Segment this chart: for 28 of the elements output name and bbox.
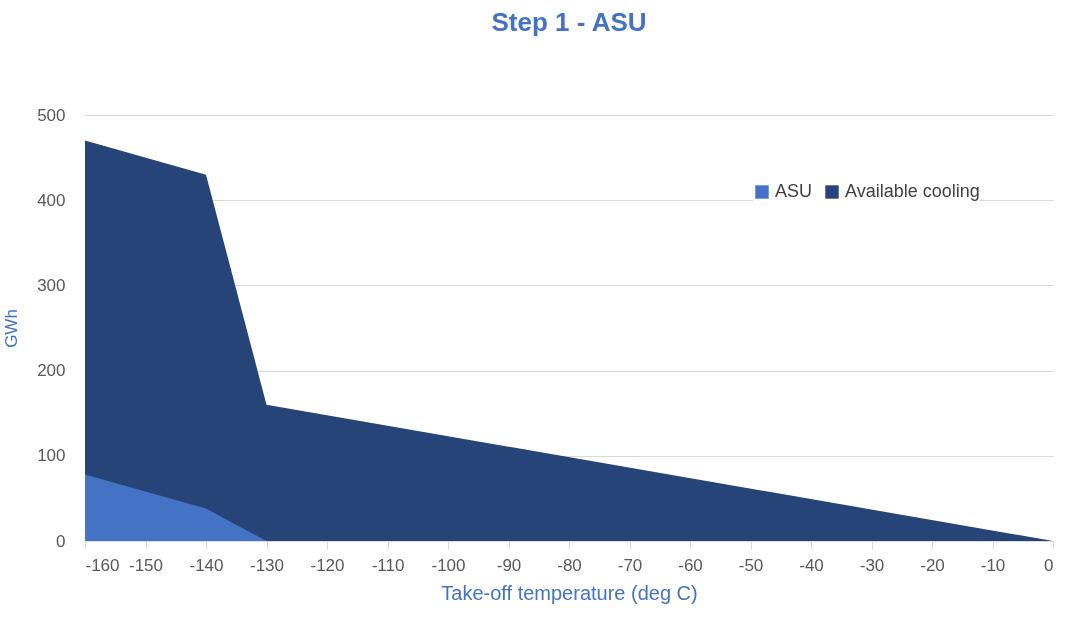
- x-tick-label: -30: [859, 555, 885, 575]
- y-tick-label: 100: [37, 446, 66, 466]
- x-tick-label: -110: [371, 555, 405, 575]
- x-tick-label: -10: [980, 555, 1006, 575]
- x-tick-label: -40: [799, 555, 824, 575]
- legend-label: Available cooling: [845, 181, 980, 201]
- y-axis-title: GWh: [2, 309, 22, 348]
- x-tick-label: 0: [1044, 555, 1054, 575]
- x-tick-label: -100: [431, 555, 466, 575]
- y-tick-label: 400: [37, 190, 66, 210]
- y-tick-label: 200: [37, 361, 66, 381]
- y-tick-label: 300: [37, 275, 66, 295]
- x-tick-label: -50: [738, 555, 764, 575]
- x-tick-label: -150: [128, 555, 164, 575]
- x-tick-label: -80: [557, 555, 582, 575]
- x-tick-label: -130: [249, 555, 285, 575]
- x-axis-title: Take-off temperature (deg C): [441, 581, 698, 604]
- legend-label: ASU: [775, 181, 813, 201]
- x-tick-label: -70: [617, 555, 643, 575]
- y-tick-label: 500: [37, 105, 66, 125]
- x-tick-label: -20: [920, 555, 945, 575]
- x-tick-label: -120: [310, 555, 345, 575]
- x-tick-label: -140: [189, 555, 224, 575]
- x-tick-label: -160: [85, 555, 120, 575]
- y-tick-label: 0: [56, 531, 66, 551]
- chart-title: Step 1 - ASU: [491, 7, 647, 37]
- x-tick-label: -90: [496, 555, 522, 575]
- x-tick-label: -60: [678, 555, 703, 575]
